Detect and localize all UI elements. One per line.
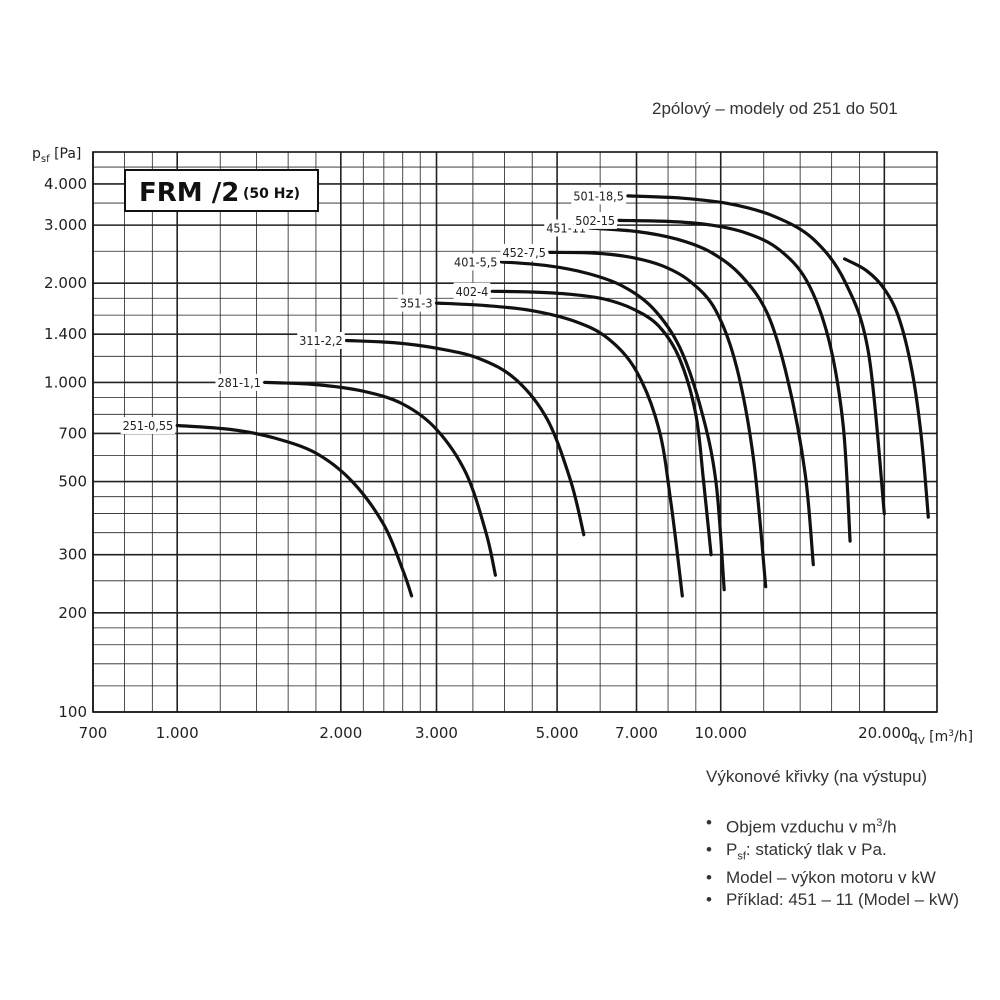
curve-label-background bbox=[500, 243, 548, 261]
y-tick-label: 3.000 bbox=[44, 216, 87, 234]
axis-ticks: 700 1.000 2.000 3.000 5.000 7.000 10.000 20.000… bbox=[44, 175, 911, 742]
note-item: Příklad: 451 – 11 (Model – kW) bbox=[706, 889, 959, 911]
y-tick-label: 4.000 bbox=[44, 175, 87, 193]
x-tick-label: 2.000 bbox=[319, 724, 362, 742]
curve-label-background bbox=[571, 187, 626, 205]
curve-label: 351-3 bbox=[400, 296, 433, 311]
curve-label: 311-2,2 bbox=[299, 333, 342, 348]
legend-title: Výkonové křivky (na výstupu) bbox=[706, 767, 928, 786]
fan-curve bbox=[617, 218, 852, 543]
x-axis-label: qV [m3/h] bbox=[909, 729, 973, 747]
fan-curve bbox=[175, 423, 414, 598]
y-tick-label: 700 bbox=[58, 424, 87, 442]
fan-curve bbox=[588, 226, 815, 567]
note-text: : statický tlak v Pa. bbox=[745, 839, 887, 859]
curve-label: 401-5,5 bbox=[454, 254, 497, 269]
note-text: Objem vzduchu v m bbox=[726, 817, 877, 837]
y-tick-label: 200 bbox=[58, 604, 87, 622]
note-item: Model – výkon motoru v kW bbox=[706, 867, 959, 889]
x-tick-label: 3.000 bbox=[415, 724, 458, 742]
fan-curve bbox=[548, 250, 768, 589]
curve-label-background bbox=[297, 331, 345, 349]
y-tick-label: 500 bbox=[58, 473, 87, 491]
curve-label: 402-4 bbox=[456, 284, 489, 299]
y-tick-label: 300 bbox=[58, 546, 87, 564]
curve-label: 452-7,5 bbox=[503, 245, 546, 260]
fan-curves bbox=[175, 194, 930, 598]
y-tick-label: 1.000 bbox=[44, 373, 87, 391]
curve-label-background bbox=[397, 294, 435, 312]
fan-curve bbox=[843, 257, 930, 519]
fan-curve bbox=[434, 301, 684, 598]
x-tick-label: 5.000 bbox=[536, 724, 579, 742]
fan-curve bbox=[499, 260, 726, 592]
note-item: Psf: statický tlak v Pa. bbox=[706, 839, 959, 867]
model-box-subtitle: (50 Hz) bbox=[243, 186, 300, 202]
curve-label: 281-1,1 bbox=[217, 375, 260, 390]
curve-label: 501-18,5 bbox=[573, 188, 624, 203]
curve-label-background bbox=[453, 282, 491, 300]
x-tick-label: 20.000 bbox=[858, 724, 911, 742]
fan-curve bbox=[626, 194, 886, 516]
note-text: 3 bbox=[876, 817, 883, 829]
note-text: /h bbox=[882, 817, 897, 837]
note-text: Model – výkon motoru v kW bbox=[726, 868, 936, 888]
plot-frame bbox=[92, 151, 938, 713]
model-box: FRM /2 (50 Hz) bbox=[124, 169, 319, 212]
axis-labels: psf [Pa] qV [m3/h] bbox=[32, 146, 973, 747]
curve-label: 251-0,55 bbox=[123, 418, 174, 433]
curve-label: 502-15 bbox=[575, 213, 615, 228]
curve-label-background bbox=[120, 416, 176, 434]
curve-label-background bbox=[452, 253, 500, 271]
model-box-title: FRM /2 bbox=[139, 178, 239, 208]
chart-subtitle: 2pólový – modely od 251 do 501 bbox=[652, 99, 898, 118]
curve-label-background bbox=[573, 211, 618, 229]
note-text: Příklad: 451 – 11 (Model – kW) bbox=[726, 890, 960, 910]
curve-labels: 251-0,55 281-1,1 311-2,2 351-3 402-4 401-5,5 4… bbox=[120, 187, 626, 434]
fan-curve bbox=[490, 289, 713, 557]
x-tick-label: 700 bbox=[79, 724, 108, 742]
y-tick-label: 2.000 bbox=[44, 274, 87, 292]
y-tick-label: 1.400 bbox=[44, 325, 87, 343]
y-tick-label: 100 bbox=[58, 703, 87, 721]
note-text: P bbox=[726, 839, 738, 859]
y-axis-label: psf [Pa] bbox=[32, 146, 81, 165]
note-item: Objem vzduchu v m3/h bbox=[706, 812, 959, 839]
x-tick-label: 10.000 bbox=[694, 724, 747, 742]
x-tick-label: 7.000 bbox=[615, 724, 658, 742]
note-text: sf bbox=[737, 850, 746, 863]
fan-curve bbox=[345, 338, 586, 537]
curve-label-background bbox=[215, 373, 263, 391]
notes-list: Objem vzduchu v m3/hPsf: statický tlak v… bbox=[706, 812, 959, 911]
fan-curve bbox=[263, 380, 497, 577]
x-tick-label: 1.000 bbox=[156, 724, 199, 742]
